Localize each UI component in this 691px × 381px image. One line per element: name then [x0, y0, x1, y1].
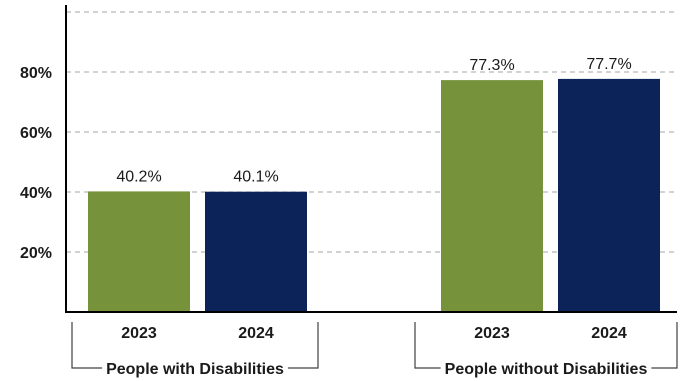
bar-2024 — [558, 78, 660, 313]
group-bracket-right — [287, 322, 319, 369]
group-bracket-right — [651, 322, 678, 369]
group-bracket-left — [71, 322, 103, 369]
x-category-label: 2023 — [121, 325, 157, 342]
bars — [88, 78, 660, 313]
x-category-label: 2023 — [474, 325, 510, 342]
x-category-label: 2024 — [238, 325, 274, 342]
data-label: 40.2% — [116, 168, 161, 185]
bar-2024 — [205, 191, 307, 312]
y-tick-label: 80% — [20, 65, 52, 82]
x-category-label: 2024 — [591, 325, 627, 342]
group-labels: People with Disabilities People without D… — [71, 322, 678, 378]
y-tick-label: 20% — [20, 245, 52, 262]
bar-2023 — [88, 191, 190, 312]
y-tick-label: 60% — [20, 125, 52, 142]
data-label: 77.7% — [586, 56, 631, 73]
y-tick-label: 40% — [20, 185, 52, 202]
data-label: 40.1% — [233, 169, 278, 186]
bar-2023 — [441, 80, 543, 312]
data-labels: 40.2% 40.1% 77.3% 77.7% — [116, 56, 631, 186]
group-bracket-left — [414, 322, 441, 369]
y-axis-ticks: 20% 40% 60% 80% — [20, 65, 52, 262]
group-label: People without Disabilities — [445, 361, 648, 378]
x-axis-categories: 2023 2024 2023 2024 — [121, 325, 627, 342]
group-label: People with Disabilities — [106, 361, 284, 378]
data-label: 77.3% — [469, 57, 514, 74]
